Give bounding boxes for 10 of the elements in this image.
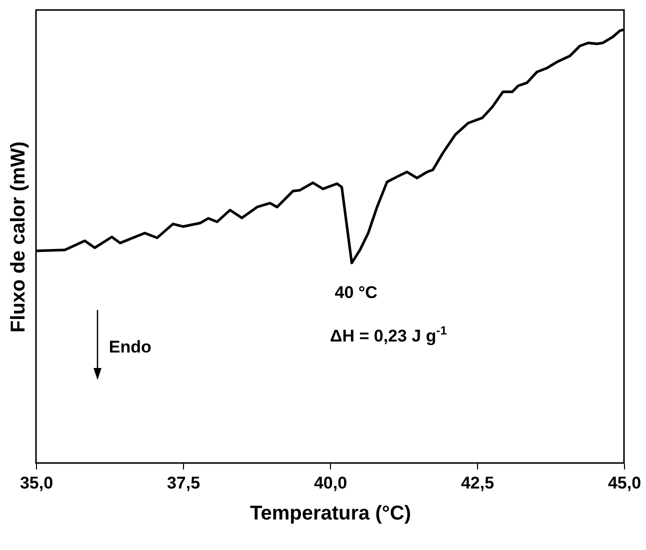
x-axis-title: Temperatura (°C) — [250, 502, 411, 524]
annotation: ΔH = 0,23 J g$^{-1}$ — [330, 324, 448, 346]
annotation: Endo — [108, 338, 152, 357]
y-axis-title: Fluxo de calor (mW) — [8, 141, 30, 333]
x-tick-label: 42,5 — [460, 474, 494, 492]
x-tick-label: 45,0 — [608, 474, 642, 492]
x-tick-label: 35,0 — [20, 474, 54, 492]
x-tick-label: 40,0 — [314, 474, 348, 492]
annotation: 40 °C — [334, 282, 378, 302]
x-tick-label: 37,5 — [166, 474, 200, 492]
